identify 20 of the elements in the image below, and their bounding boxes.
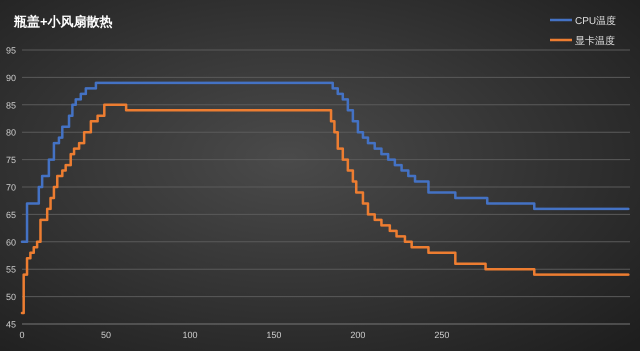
y-tick-label: 70 xyxy=(6,182,16,192)
y-tick-label: 95 xyxy=(6,46,16,56)
y-tick-label: 55 xyxy=(6,264,16,275)
x-tick-label: 250 xyxy=(434,330,450,340)
y-tick-label: 65 xyxy=(6,210,16,220)
y-tick-label: 90 xyxy=(6,72,16,83)
x-tick-label: 150 xyxy=(266,330,282,340)
y-tick-label: 85 xyxy=(6,100,16,110)
legend-label: 显卡温度 xyxy=(575,35,615,47)
legend-label: CPU温度 xyxy=(575,15,616,27)
x-tick-label: 200 xyxy=(350,330,366,340)
x-tick-label: 50 xyxy=(100,330,111,340)
y-tick-label: 45 xyxy=(6,320,16,330)
y-tick-label: 60 xyxy=(6,237,16,248)
y-tick-label: 50 xyxy=(6,292,16,302)
y-tick-label: 75 xyxy=(6,155,16,166)
chart-title: 瓶盖+小风扇散热 xyxy=(13,14,113,29)
x-tick-label: 100 xyxy=(182,330,198,340)
y-tick-label: 80 xyxy=(6,128,16,138)
x-tick-label: 0 xyxy=(19,330,25,340)
